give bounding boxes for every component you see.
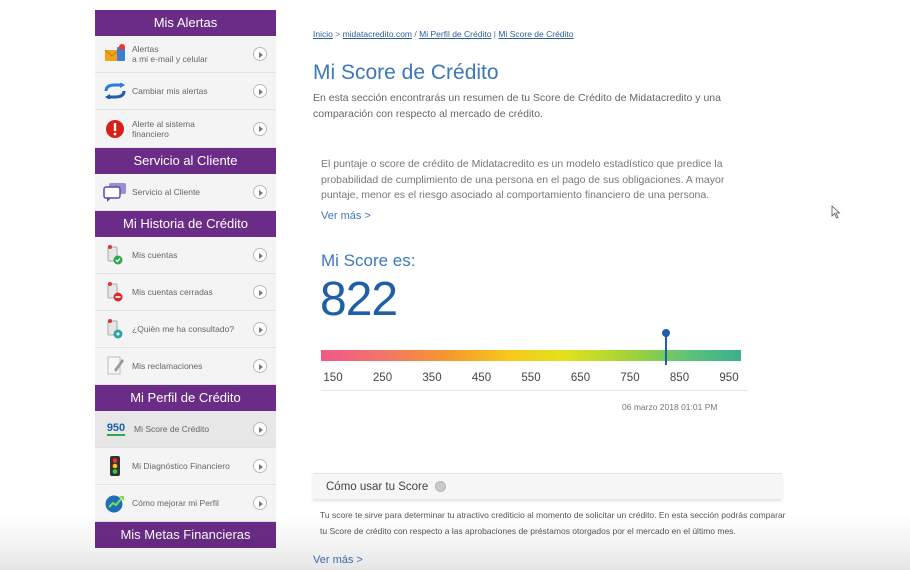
sidebar-item-label: Mi Diagnóstico Financiero — [132, 461, 230, 471]
sidebar: Mis Alertas Alertas a mi e-mail y celula… — [95, 10, 276, 548]
chevron-right-icon[interactable] — [253, 422, 267, 436]
chevron-right-icon[interactable] — [253, 322, 267, 336]
sidebar-header-servicio-cliente: Servicio al Cliente — [95, 148, 276, 174]
scale-tick-label: 850 — [669, 372, 690, 384]
improve-chart-icon — [103, 491, 127, 515]
chevron-right-icon[interactable] — [253, 459, 267, 473]
chevron-right-icon[interactable] — [253, 248, 267, 262]
sidebar-item-label: ¿Quién me ha consultado? — [132, 324, 235, 334]
sidebar-item-mejorar-perfil[interactable]: Cómo mejorar mi Perfil — [95, 485, 276, 522]
breadcrumb-home-link[interactable]: Inicio — [313, 29, 333, 39]
sidebar-item-mi-score[interactable]: 950 Mi Score de Crédito — [95, 411, 276, 448]
score-marker-line — [664, 333, 667, 365]
score-description: El puntaje o score de crédito de Midatac… — [321, 158, 725, 201]
info-icon[interactable] — [435, 481, 447, 492]
account-closed-icon — [103, 280, 127, 304]
chevron-right-icon[interactable] — [253, 496, 267, 510]
chevron-right-icon[interactable] — [253, 285, 267, 299]
sidebar-item-sublabel: financiero — [132, 128, 169, 139]
breadcrumb: Inicio > midatacredito.com / Mi Perfil d… — [313, 29, 574, 39]
breadcrumb-separator: > — [335, 29, 341, 39]
email-alert-icon — [103, 42, 127, 66]
sidebar-item-diagnostico[interactable]: Mi Diagnóstico Financiero — [95, 448, 276, 485]
sidebar-header-historia-credito: Mi Historia de Crédito — [95, 211, 276, 237]
score-950-icon: 950 — [106, 422, 126, 436]
sidebar-item-reclamaciones[interactable]: Mis reclamaciones — [95, 348, 276, 385]
sidebar-item-sublabel: a mi e-mail y celular — [132, 54, 208, 64]
consulted-by-icon — [103, 317, 127, 341]
sidebar-item-cuentas-cerradas[interactable]: Mis cuentas cerradas — [95, 274, 276, 311]
sidebar-header-mis-alertas: Mis Alertas — [95, 10, 276, 36]
chevron-right-icon[interactable] — [253, 185, 267, 199]
score-date: 06 marzo 2018 01:01 PM — [622, 402, 718, 412]
chat-bubble-icon — [103, 180, 127, 204]
scale-tick-label: 550 — [521, 372, 541, 384]
breadcrumb-current-link[interactable]: Mi Score de Crédito — [498, 29, 574, 39]
page-title: Mi Score de Crédito — [313, 61, 499, 84]
score-value: 822 — [320, 273, 398, 326]
scale-tick-label: 750 — [620, 372, 640, 384]
sidebar-item-label: Cómo mejorar mi Perfil — [132, 498, 219, 508]
sidebar-item-label: Mis reclamaciones — [132, 361, 203, 371]
sidebar-item-alerte-sistema[interactable]: Alerte al sistema financiero — [95, 110, 276, 148]
sidebar-item-label: Mis cuentas — [132, 250, 178, 260]
scale-tick-label: 950 — [719, 372, 739, 384]
account-check-icon — [103, 243, 127, 267]
sidebar-header-perfil-credito: Mi Perfil de Crédito — [95, 385, 276, 411]
chevron-right-icon[interactable] — [253, 359, 267, 373]
score-heading: Mi Score es: — [321, 251, 416, 270]
sidebar-item-label: Cambiar mis alertas — [132, 86, 208, 96]
scale-tick-label: 650 — [570, 372, 591, 384]
sidebar-item-quien-consulto[interactable]: ¿Quién me ha consultado? — [95, 311, 276, 348]
sidebar-item-servicio-cliente[interactable]: Servicio al Cliente — [95, 174, 276, 211]
sidebar-item-label: Alertas — [132, 44, 159, 54]
score-scale-bar — [321, 350, 741, 361]
sidebar-item-label: Mis cuentas cerradas — [132, 287, 213, 297]
traffic-light-icon — [103, 454, 127, 478]
sidebar-header-metas-financieras: Mis Metas Financieras — [95, 522, 276, 548]
scale-tick-label: 350 — [422, 372, 442, 384]
breadcrumb-separator: / — [414, 29, 417, 39]
refresh-arrows-icon — [103, 79, 127, 103]
scale-tick-label: 150 — [323, 372, 343, 384]
chevron-right-icon[interactable] — [253, 121, 267, 136]
chevron-right-icon[interactable] — [253, 84, 267, 98]
how-to-use-text: Tu score te sirve para determinar tu atr… — [320, 510, 786, 536]
sidebar-item-alertas[interactable]: Alertas a mi e-mail y celular — [95, 36, 276, 73]
sidebar-item-label: Mi Score de Crédito — [134, 424, 210, 434]
breadcrumb-site-link[interactable]: midatacredito.com — [342, 29, 413, 39]
score-marker-dot — [661, 329, 670, 337]
chevron-right-icon[interactable] — [253, 47, 267, 61]
how-to-use-panel[interactable]: Cómo usar tu Score — [313, 473, 782, 499]
breadcrumb-separator: | — [493, 29, 497, 39]
alert-icon — [103, 117, 127, 141]
score-scale-ticks: 150 250 350 450 550 650 750 850 950 — [321, 372, 741, 386]
ver-mas-link-2[interactable]: Ver más > — [313, 554, 363, 566]
breadcrumb-profile-link[interactable]: Mi Perfil de Crédito — [419, 29, 492, 39]
intro-text: En esta sección encontrarás un resumen d… — [313, 92, 721, 120]
divider — [321, 390, 748, 391]
ver-mas-link[interactable]: Ver más > — [321, 210, 371, 222]
sidebar-item-mis-cuentas[interactable]: Mis cuentas — [95, 237, 276, 274]
scale-tick-label: 250 — [372, 372, 393, 384]
mouse-cursor-icon — [831, 205, 841, 219]
sidebar-item-label: Alerte al sistema — [132, 118, 195, 129]
document-pencil-icon — [103, 354, 127, 378]
sidebar-item-label: Servicio al Cliente — [132, 187, 201, 197]
how-to-use-title: Cómo usar tu Score — [326, 480, 429, 493]
sidebar-item-cambiar-alertas[interactable]: Cambiar mis alertas — [95, 73, 276, 110]
scale-tick-label: 450 — [471, 372, 492, 384]
